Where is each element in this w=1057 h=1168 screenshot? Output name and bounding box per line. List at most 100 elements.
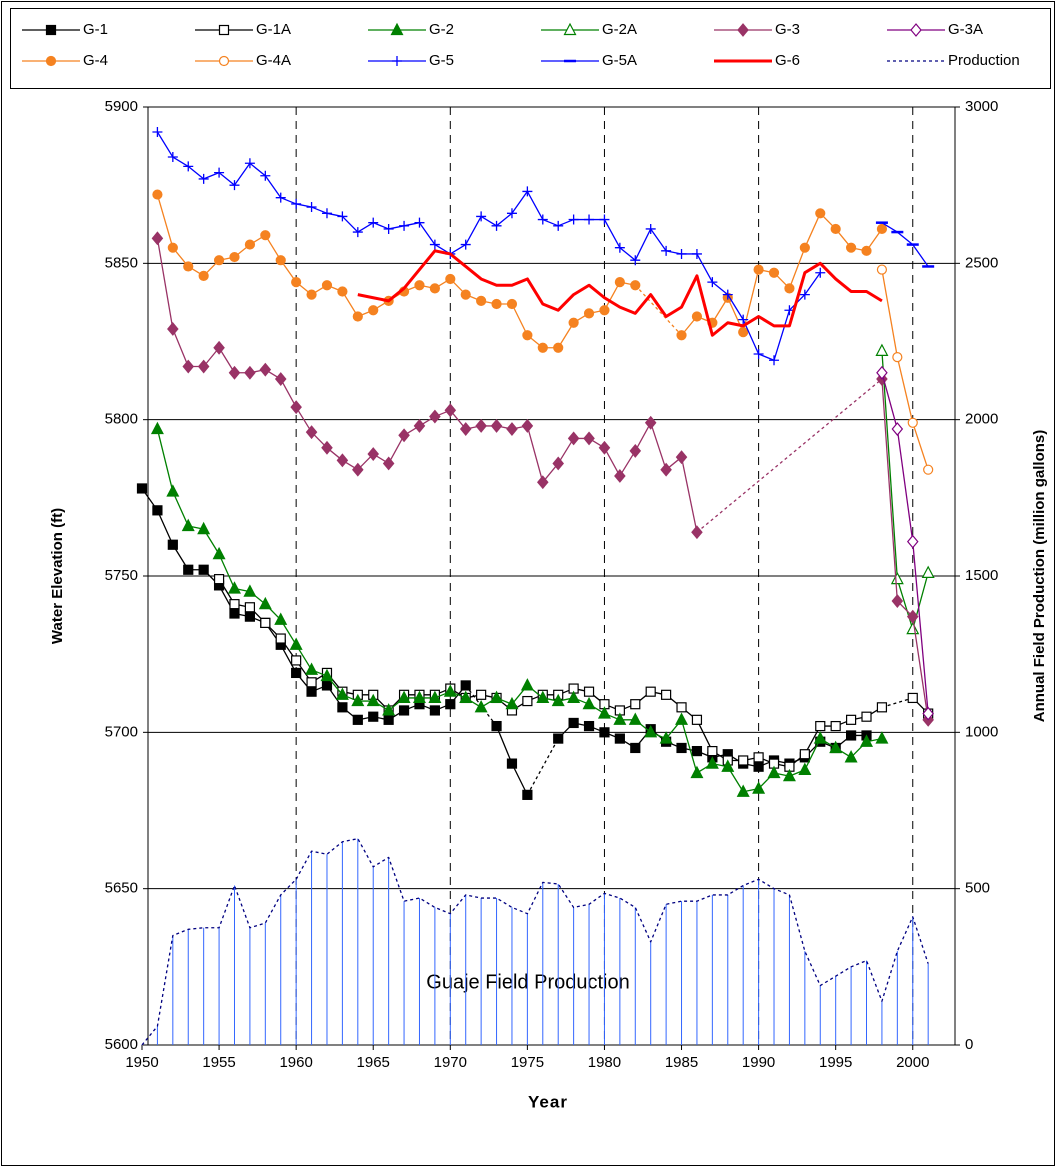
marker <box>476 211 487 222</box>
marker <box>861 711 872 722</box>
marker <box>275 255 286 266</box>
marker <box>213 574 225 585</box>
marker <box>691 248 702 259</box>
annotation: Guaje Field Production <box>426 971 629 993</box>
marker <box>337 702 348 713</box>
marker <box>152 505 163 516</box>
marker <box>553 342 564 353</box>
legend-item: G-2 <box>368 21 454 38</box>
marker <box>537 342 548 353</box>
marker <box>721 759 735 772</box>
marker <box>428 690 442 704</box>
legend-item: Production <box>887 52 1020 69</box>
marker <box>675 712 689 725</box>
marker <box>922 706 934 721</box>
marker <box>599 727 610 738</box>
marker <box>337 211 348 222</box>
marker <box>845 242 857 253</box>
marker <box>366 693 380 707</box>
marker <box>907 417 918 428</box>
marker <box>475 418 487 433</box>
marker <box>563 22 577 36</box>
marker <box>392 56 402 66</box>
marker <box>892 352 903 363</box>
marker <box>691 714 703 725</box>
marker <box>661 245 672 256</box>
marker <box>321 208 332 219</box>
series-line <box>156 131 821 361</box>
marker <box>597 706 611 719</box>
marker <box>167 242 178 253</box>
marker <box>181 518 195 532</box>
y2-tick-label: 1500 <box>965 567 998 584</box>
marker <box>676 248 687 259</box>
marker <box>260 617 271 629</box>
marker <box>815 208 826 219</box>
marker <box>291 198 302 209</box>
legend-label: G-6 <box>775 52 800 69</box>
legend-item: G-6 <box>714 52 800 69</box>
legend-label: G-5A <box>602 52 637 69</box>
marker <box>290 400 302 415</box>
x-tick-label: 1995 <box>819 1054 852 1071</box>
marker <box>491 220 502 231</box>
legend-item: G-4A <box>195 52 291 69</box>
marker <box>738 327 749 338</box>
marker <box>521 418 534 433</box>
marker <box>921 565 935 578</box>
marker <box>305 425 318 440</box>
marker <box>628 712 642 725</box>
marker <box>399 220 410 231</box>
marker <box>630 280 641 291</box>
marker <box>259 362 272 377</box>
gap-bridge <box>526 738 559 796</box>
marker <box>613 712 627 725</box>
y-tick-label: 5750 <box>105 567 138 584</box>
series-line <box>881 222 929 267</box>
series-line <box>881 372 929 714</box>
marker <box>244 611 256 622</box>
x-tick-label: 1960 <box>279 1054 312 1071</box>
series-line <box>141 488 867 796</box>
marker <box>583 720 595 732</box>
marker <box>522 186 533 197</box>
marker <box>583 686 595 697</box>
marker <box>167 152 178 163</box>
marker <box>553 220 564 231</box>
x-tick-label: 1980 <box>588 1054 621 1071</box>
marker <box>875 343 889 356</box>
marker <box>875 731 889 744</box>
marker <box>368 217 379 228</box>
marker <box>906 534 919 549</box>
marker <box>367 447 380 461</box>
marker <box>614 276 625 288</box>
marker <box>476 295 487 306</box>
marker <box>228 365 241 380</box>
marker <box>614 733 625 744</box>
marker <box>45 24 57 36</box>
marker <box>845 714 857 725</box>
marker <box>182 359 195 374</box>
marker <box>491 720 502 732</box>
marker <box>151 231 164 246</box>
marker <box>661 689 672 700</box>
plot-area <box>147 106 956 1046</box>
marker <box>445 273 456 285</box>
marker <box>459 422 472 436</box>
legend-item: G-5 <box>368 52 454 69</box>
marker <box>476 689 487 700</box>
series-line <box>141 837 929 1046</box>
marker <box>197 359 210 374</box>
marker <box>567 690 581 704</box>
marker <box>537 475 549 490</box>
marker <box>321 440 333 455</box>
marker <box>459 690 473 704</box>
y-tick-label: 5850 <box>105 254 138 271</box>
marker <box>522 789 533 800</box>
marker <box>906 609 919 624</box>
marker <box>567 431 580 446</box>
marker <box>536 690 550 704</box>
marker <box>460 680 471 691</box>
marker <box>629 443 642 458</box>
marker <box>799 749 810 760</box>
